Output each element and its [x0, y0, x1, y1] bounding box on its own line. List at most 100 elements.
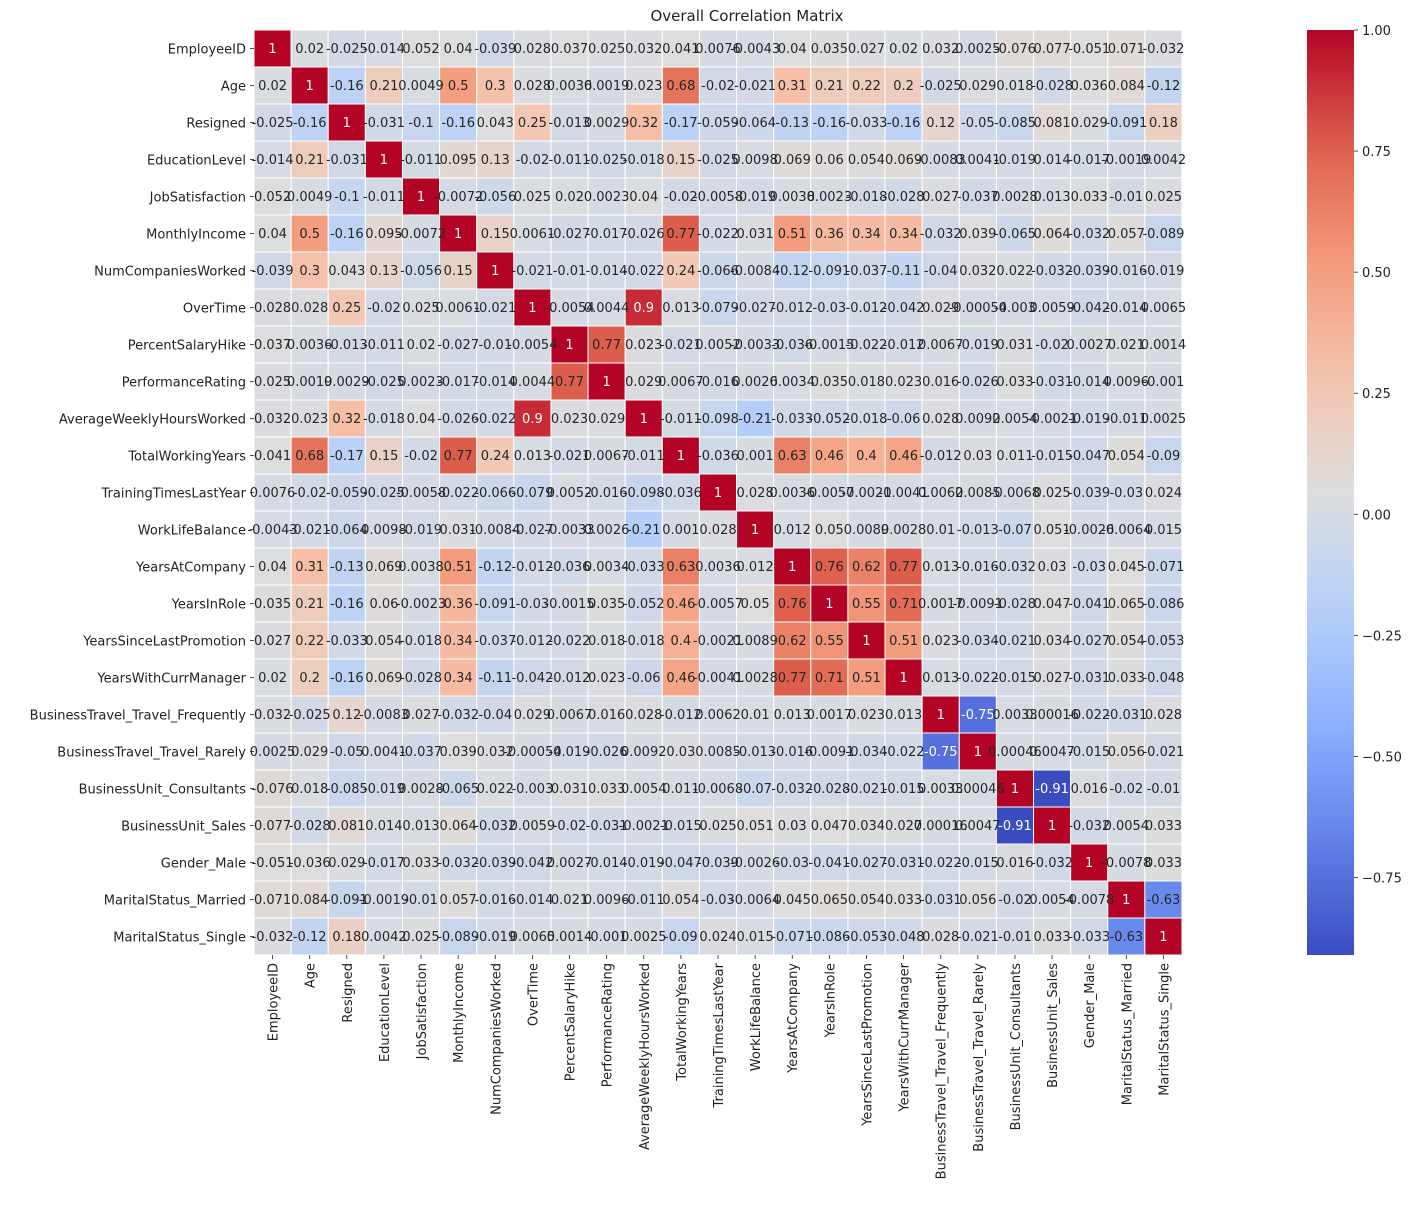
heatmap-cell-value: -0.02	[1109, 782, 1143, 797]
heatmap-cell-value: 0.032	[625, 42, 662, 57]
heatmap-cell	[773, 621, 812, 660]
heatmap-cell	[661, 29, 700, 68]
heatmap-cell	[698, 695, 738, 734]
heatmap-cell-value: -0.019	[363, 782, 405, 797]
heatmap-cell	[810, 103, 849, 142]
heatmap-cell	[364, 362, 403, 401]
heatmap-cell-value: 0.012	[737, 560, 774, 575]
heatmap-cell-value: -0.011	[660, 412, 702, 427]
heatmap-cell	[736, 658, 775, 697]
heatmap-cell	[624, 695, 663, 734]
heatmap-cell	[995, 177, 1035, 216]
heatmap-cell-value: 0.21	[295, 153, 324, 168]
heatmap-cell	[1144, 214, 1183, 253]
heatmap-cell	[847, 66, 886, 105]
heatmap-cell-value: -0.026	[437, 412, 479, 427]
y-axis-tick-label: BusinessUnit_Consultants	[79, 783, 247, 798]
heatmap-cell	[661, 880, 700, 919]
heatmap-cell-value: 0.041	[662, 42, 699, 57]
heatmap-cell-value: 0.041	[254, 449, 291, 464]
heatmap-cell	[1033, 214, 1072, 253]
heatmap-cell-value: -0.03	[516, 597, 550, 612]
heatmap-cell-value: 0.034	[848, 819, 885, 834]
heatmap-cell-value: 0.0049	[398, 79, 444, 94]
heatmap-cell-value: 0.084	[1108, 79, 1145, 94]
heatmap-cell-value: 0.0028	[992, 190, 1038, 205]
heatmap-cell-value: -0.031	[1031, 375, 1073, 390]
heatmap-cell-value: -0.63	[1109, 930, 1143, 945]
heatmap-cell-value: 0.32	[629, 116, 658, 131]
heatmap-cell-value: 0.62	[852, 560, 881, 575]
heatmap-cell-value: -0.066	[697, 264, 739, 279]
heatmap-cell	[810, 399, 849, 438]
heatmap-cell	[661, 66, 700, 105]
heatmap-cell	[513, 917, 552, 956]
heatmap-cell-value: 0.62	[778, 634, 807, 649]
heatmap-cell	[290, 917, 329, 956]
heatmap-cell-value: 0.13	[481, 153, 510, 168]
heatmap-cell	[364, 214, 403, 253]
heatmap-cell-value: 1	[899, 671, 907, 686]
heatmap-cell-value: -0.018	[400, 634, 442, 649]
heatmap-cell-value: -0.022	[549, 634, 591, 649]
heatmap-cell-value: 0.9	[633, 301, 654, 316]
heatmap-cell	[587, 251, 626, 290]
heatmap-cell-value: 0.0042	[361, 930, 407, 945]
heatmap-cell-value: -0.091	[808, 264, 850, 279]
heatmap-cell-value: 0.012	[774, 523, 811, 538]
heatmap-cell-value: 0.014	[365, 819, 402, 834]
heatmap-cell	[1107, 214, 1146, 253]
heatmap-cell-value: 0.24	[666, 264, 695, 279]
heatmap-cell-value: 0.0025	[250, 745, 296, 760]
heatmap-cell	[401, 547, 441, 586]
heatmap-cell	[884, 584, 923, 623]
heatmap-cell-value: -0.048	[883, 930, 925, 945]
heatmap-cell-value: 0.9	[522, 412, 543, 427]
heatmap-cell-value: -0.021	[289, 523, 331, 538]
heatmap-cell-value: 0.76	[778, 597, 807, 612]
heatmap-cell	[736, 140, 775, 179]
heatmap-cell-value: 0.0028	[398, 782, 444, 797]
heatmap-cell	[439, 399, 478, 438]
heatmap-cell-value: -0.015	[1068, 745, 1110, 760]
heatmap-cell-value: 0.0038	[398, 560, 444, 575]
heatmap-cell-value: 0.018	[848, 375, 885, 390]
x-axis-tick-label: Resigned	[341, 963, 356, 1023]
heatmap-cell	[290, 214, 329, 253]
heatmap-cell-value: 0.023	[625, 79, 662, 94]
heatmap-cell	[736, 880, 775, 919]
heatmap-cell-value: 0.77	[555, 375, 584, 390]
heatmap-cell-value: -0.0021	[619, 819, 669, 834]
heatmap-cell-value: 0.028	[514, 79, 551, 94]
y-axis-tick-label: PercentSalaryHike	[128, 339, 246, 354]
heatmap-cell-value: 0.02	[889, 42, 918, 57]
heatmap-cell	[439, 29, 478, 68]
heatmap-cell-value: 0.031	[440, 523, 477, 538]
heatmap-cell-value: -0.012	[511, 634, 553, 649]
heatmap-cell	[1144, 251, 1183, 290]
heatmap-cell	[290, 658, 329, 697]
heatmap-cell-value: 0.025	[402, 301, 439, 316]
heatmap-cell-value: 0.047	[811, 819, 848, 834]
heatmap-cell-value: -0.07	[738, 782, 772, 797]
heatmap-cell	[1033, 66, 1072, 105]
heatmap-cell-value: -0.0054	[544, 301, 594, 316]
heatmap-cell-value: 0.013	[514, 449, 551, 464]
heatmap-cell-value: -0.0026	[1064, 523, 1114, 538]
heatmap-cell	[587, 732, 626, 771]
heatmap-cell-value: -0.019	[400, 523, 442, 538]
heatmap-cell	[401, 362, 441, 401]
heatmap-cell	[810, 917, 849, 956]
heatmap-cell-value: 0.0059	[1029, 301, 1075, 316]
heatmap-cell	[439, 140, 478, 179]
heatmap-cell	[847, 325, 886, 364]
heatmap-cell	[773, 510, 812, 549]
heatmap-cell	[736, 473, 775, 512]
heatmap-cell	[884, 473, 923, 512]
heatmap-cell-value: 0.0014	[1141, 338, 1187, 353]
heatmap-cell-value: -0.028	[808, 782, 850, 797]
heatmap-cell-value: 0.3	[299, 264, 320, 279]
heatmap-cell	[253, 251, 292, 290]
heatmap-cell	[476, 621, 515, 660]
heatmap-cell-value: -0.033	[623, 560, 665, 575]
